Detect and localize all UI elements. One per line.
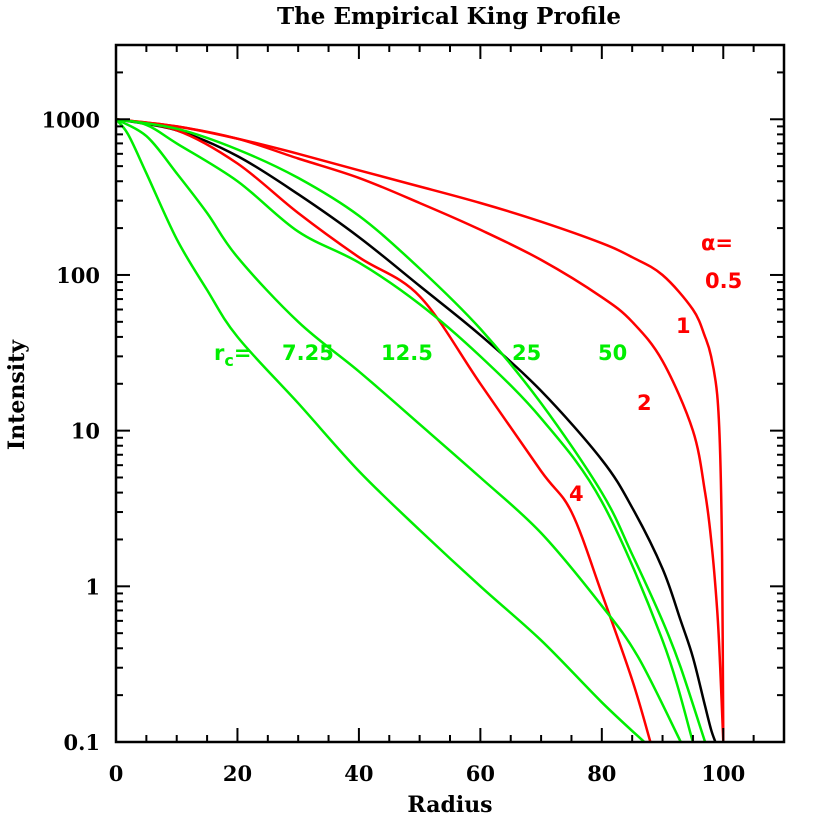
rc-value-12-5: 12.5 (381, 341, 433, 365)
x-tick-label: 0 (109, 761, 124, 786)
x-tick-label: 100 (701, 761, 745, 786)
rc-value-7-25: 7.25 (282, 341, 334, 365)
y-tick-label: 10 (71, 419, 100, 444)
rc-label-sub: c (224, 351, 233, 370)
x-tick-label: 40 (344, 761, 373, 786)
x-axis-label: Radius (407, 792, 492, 818)
rc-label-eq: = (234, 341, 252, 365)
series-rc-50 (115, 118, 707, 743)
alpha-value-4: 4 (569, 482, 584, 506)
series-rc-12-5 (115, 118, 682, 743)
y-axis-label: Intensity (4, 339, 30, 450)
x-tick-label: 60 (466, 761, 495, 786)
rc-label: rc= (214, 341, 251, 370)
y-tick-label: 1000 (42, 107, 100, 132)
series-alpha-4 (115, 118, 652, 743)
y-tick-label: 100 (56, 263, 100, 288)
x-tick-label: 20 (223, 761, 252, 786)
axis-tick-labels: 0 20 40 60 80 100 0.1 1 10 100 1000 (42, 107, 746, 786)
series-alpha-1 (115, 118, 725, 743)
plot-curves (115, 118, 725, 743)
rc-label-main: r (214, 341, 225, 365)
series-rc-7-25 (115, 118, 646, 743)
axis-ticks (115, 44, 785, 743)
series-alpha-0-5 (115, 118, 725, 743)
y-tick-label: 0.1 (63, 730, 100, 755)
alpha-label: α= (701, 231, 733, 255)
alpha-value-2: 2 (637, 391, 652, 415)
alpha-value-0-5: 0.5 (705, 269, 742, 293)
alpha-value-1: 1 (676, 314, 691, 338)
rc-value-50: 50 (598, 341, 627, 365)
series-rc-25 (115, 118, 695, 743)
x-tick-label: 80 (587, 761, 616, 786)
series-alpha-2 (115, 118, 717, 743)
y-tick-label: 1 (85, 574, 100, 599)
rc-value-25: 25 (512, 341, 541, 365)
chart-title: The Empirical King Profile (277, 3, 621, 30)
